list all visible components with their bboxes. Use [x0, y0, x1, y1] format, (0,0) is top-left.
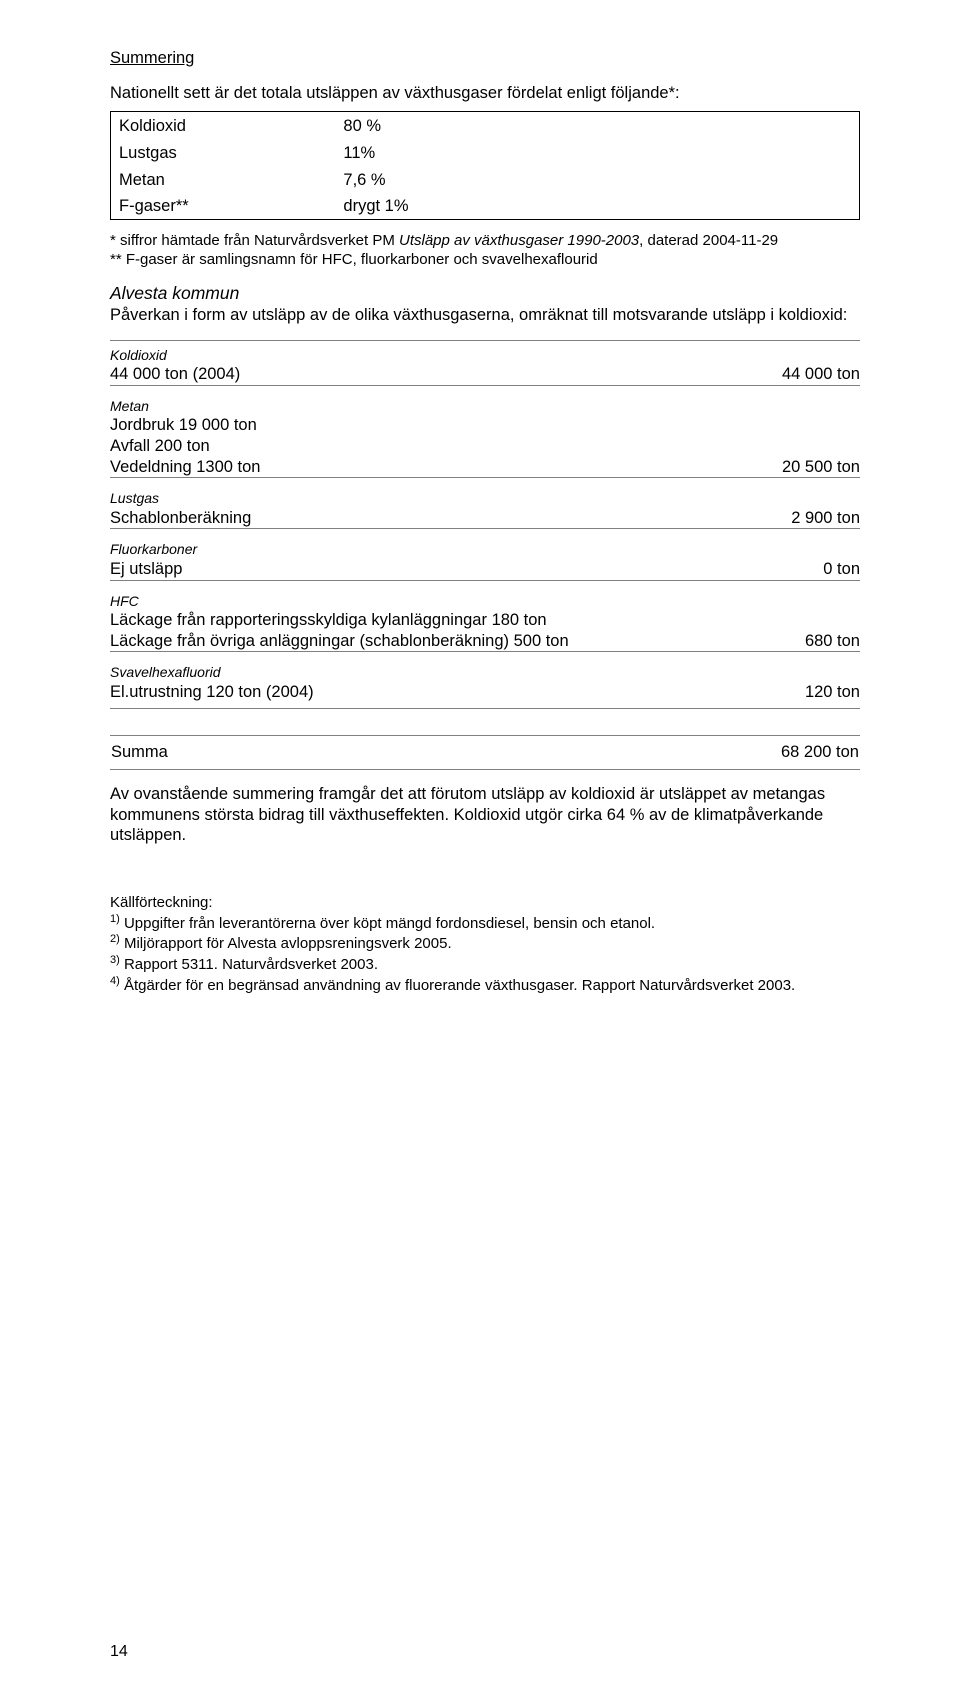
table-row: Ej utsläpp 0 ton: [110, 559, 860, 580]
empty-cell: [710, 580, 860, 610]
category-head: HFC: [110, 580, 710, 610]
category-line: 44 000 ton (2004): [110, 364, 710, 385]
category-line: Jordbruk 19 000 ton: [110, 415, 710, 436]
label-cell: Lustgas: [111, 139, 335, 166]
value-cell: 11%: [335, 139, 859, 166]
page-number: 14: [110, 1642, 128, 1662]
table-row: Schablonberäkning 2 900 ton: [110, 508, 860, 529]
ref-sup: 1): [110, 913, 120, 925]
reference-item: 3) Rapport 5311. Naturvårdsverket 2003.: [110, 954, 860, 975]
reference-text: Åtgärder för en begränsad användning av …: [120, 977, 795, 994]
table-row: Läckage från övriga anläggningar (schabl…: [110, 631, 860, 652]
value-cell: drygt 1%: [335, 192, 859, 219]
page: Summering Nationellt sett är det totala …: [0, 0, 960, 1690]
value-cell: 80 %: [335, 112, 859, 139]
ref-sup: 2): [110, 933, 120, 945]
table-row: Koldioxid 80 %: [111, 112, 859, 139]
empty-cell: [710, 652, 860, 682]
footnote-1-title: Utsläpp av växthusgaser 1990-2003: [399, 232, 639, 249]
summa-table: Summa 68 200 ton: [110, 735, 860, 770]
category-line: Läckage från rapporteringsskyldiga kylan…: [110, 610, 710, 631]
category-head: Koldioxid: [110, 340, 710, 364]
table-row: Vedeldning 1300 ton 20 500 ton: [110, 457, 860, 478]
empty-cell: [710, 385, 860, 415]
category-line: Vedeldning 1300 ton: [110, 457, 710, 478]
footnote-1-prefix: * siffror hämtade från Naturvårdsverket …: [110, 232, 399, 249]
table-row: Koldioxid: [110, 340, 860, 364]
table-row: Jordbruk 19 000 ton: [110, 415, 860, 436]
table-row: Lustgas: [110, 478, 860, 508]
reference-item: 2) Miljörapport för Alvesta avloppsrenin…: [110, 933, 860, 954]
empty-cell: [710, 478, 860, 508]
category-line: Läckage från övriga anläggningar (schabl…: [110, 631, 710, 652]
references-title: Källförteckning:: [110, 894, 860, 913]
value-cell: 7,6 %: [335, 166, 859, 193]
intro-text: Nationellt sett är det totala utsläppen …: [110, 83, 860, 104]
table-row: Metan 7,6 %: [111, 166, 859, 193]
table-row: Läckage från rapporteringsskyldiga kylan…: [110, 610, 860, 631]
label-cell: F-gaser**: [111, 192, 335, 219]
category-line: El.utrustning 120 ton (2004): [110, 682, 710, 709]
reference-text: Uppgifter från leverantörerna över köpt …: [120, 915, 655, 932]
table-row: Svavelhexafluorid: [110, 652, 860, 682]
empty-cell: [710, 436, 860, 457]
footnote-1: * siffror hämtade från Naturvårdsverket …: [110, 232, 860, 251]
ref-sup: 4): [110, 975, 120, 987]
footnote-1-suffix: , daterad 2004-11-29: [639, 232, 778, 249]
label-cell: Metan: [111, 166, 335, 193]
category-line: Ej utsläpp: [110, 559, 710, 580]
category-value: 120 ton: [710, 682, 860, 709]
label-cell: Koldioxid: [111, 112, 335, 139]
table-row: HFC: [110, 580, 860, 610]
category-value: 0 ton: [710, 559, 860, 580]
category-value: 44 000 ton: [710, 364, 860, 385]
ref-sup: 3): [110, 954, 120, 966]
section-heading: Summering: [110, 48, 860, 69]
table-row: Fluorkarboner: [110, 529, 860, 559]
reference-text: Miljörapport för Alvesta avloppsreningsv…: [120, 935, 452, 952]
empty-cell: [710, 529, 860, 559]
summa-label: Summa: [110, 736, 710, 770]
percentage-box: Koldioxid 80 % Lustgas 11% Metan 7,6 % F…: [110, 111, 860, 220]
category-value: 2 900 ton: [710, 508, 860, 529]
summa-value: 68 200 ton: [710, 736, 860, 770]
empty-cell: [710, 610, 860, 631]
emissions-table: Koldioxid 44 000 ton (2004) 44 000 ton M…: [110, 340, 860, 710]
category-head: Svavelhexafluorid: [110, 652, 710, 682]
percentage-table: Koldioxid 80 % Lustgas 11% Metan 7,6 % F…: [111, 112, 859, 219]
reference-item: 1) Uppgifter från leverantörerna över kö…: [110, 913, 860, 934]
category-line: Avfall 200 ton: [110, 436, 710, 457]
table-row: Metan: [110, 385, 860, 415]
category-head: Lustgas: [110, 478, 710, 508]
reference-item: 4) Åtgärder för en begränsad användning …: [110, 975, 860, 996]
table-row: El.utrustning 120 ton (2004) 120 ton: [110, 682, 860, 709]
category-value: 20 500 ton: [710, 457, 860, 478]
conclusion-text: Av ovanstående summering framgår det att…: [110, 784, 860, 846]
table-row: F-gaser** drygt 1%: [111, 192, 859, 219]
references: Källförteckning: 1) Uppgifter från lever…: [110, 894, 860, 996]
footnote-2: ** F-gaser är samlingsnamn för HFC, fluo…: [110, 251, 860, 270]
summa-row: Summa 68 200 ton: [110, 736, 860, 770]
table-row: Lustgas 11%: [111, 139, 859, 166]
alvesta-text: Påverkan i form av utsläpp av de olika v…: [110, 305, 860, 326]
table-row: Avfall 200 ton: [110, 436, 860, 457]
category-line: Schablonberäkning: [110, 508, 710, 529]
category-head: Fluorkarboner: [110, 529, 710, 559]
alvesta-title: Alvesta kommun: [110, 283, 860, 305]
category-value: 680 ton: [710, 631, 860, 652]
category-head: Metan: [110, 385, 710, 415]
empty-cell: [710, 340, 860, 364]
table-row: 44 000 ton (2004) 44 000 ton: [110, 364, 860, 385]
reference-text: Rapport 5311. Naturvårdsverket 2003.: [120, 956, 378, 973]
empty-cell: [710, 415, 860, 436]
